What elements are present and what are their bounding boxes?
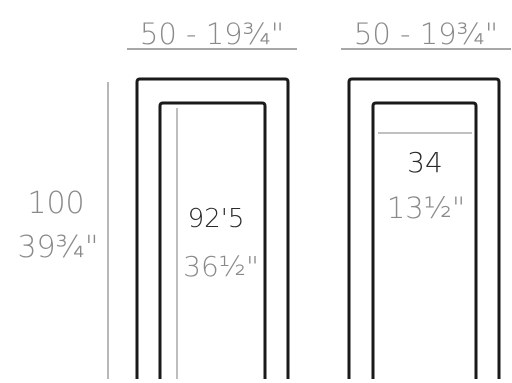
left-piece-inner-frame bbox=[158, 101, 267, 379]
width-label-left: 50 - 19¾" bbox=[140, 17, 284, 51]
height-label-in: 39¾" bbox=[17, 230, 98, 265]
width-label-right: 50 - 19¾" bbox=[354, 17, 498, 51]
left-inner-label-cm: 92'5 bbox=[188, 204, 245, 234]
right-piece-outer-frame bbox=[347, 77, 501, 379]
right-inner-label-in: 13½" bbox=[387, 191, 465, 225]
height-label-cm: 100 bbox=[27, 186, 84, 221]
right-inner-label-cm: 34 bbox=[407, 146, 443, 179]
left-inner-label-in: 36½" bbox=[183, 250, 259, 283]
left-piece-outer-frame bbox=[135, 77, 290, 379]
right-piece-inner-frame bbox=[371, 101, 478, 379]
